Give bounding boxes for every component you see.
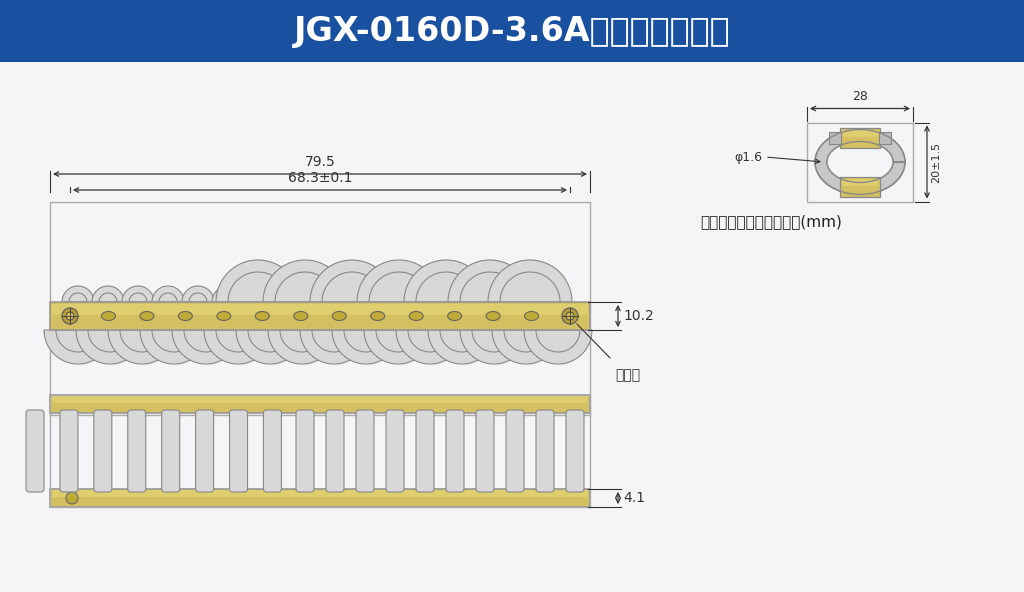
Polygon shape xyxy=(44,330,112,364)
Bar xyxy=(879,131,891,143)
Polygon shape xyxy=(364,330,432,364)
Text: 28: 28 xyxy=(852,91,868,104)
Polygon shape xyxy=(492,330,560,364)
FancyBboxPatch shape xyxy=(566,410,584,492)
Text: JGX-0160D-3.6A产品结构示意图: JGX-0160D-3.6A产品结构示意图 xyxy=(294,14,730,47)
Ellipse shape xyxy=(827,141,893,182)
Polygon shape xyxy=(76,330,144,364)
FancyBboxPatch shape xyxy=(229,410,248,492)
FancyBboxPatch shape xyxy=(296,410,314,492)
Ellipse shape xyxy=(294,311,308,320)
Polygon shape xyxy=(815,130,905,195)
Polygon shape xyxy=(310,260,394,302)
Polygon shape xyxy=(357,260,441,302)
Ellipse shape xyxy=(217,311,230,320)
FancyBboxPatch shape xyxy=(326,410,344,492)
Polygon shape xyxy=(122,286,154,302)
Ellipse shape xyxy=(255,311,269,320)
Bar xyxy=(52,304,588,314)
Bar xyxy=(50,395,590,507)
Text: 20±1.5: 20±1.5 xyxy=(931,141,941,182)
Circle shape xyxy=(562,308,578,324)
Text: 安装孔: 安装孔 xyxy=(615,368,640,382)
Polygon shape xyxy=(449,260,532,302)
FancyBboxPatch shape xyxy=(26,410,44,492)
Polygon shape xyxy=(236,330,304,364)
FancyBboxPatch shape xyxy=(356,410,374,492)
Polygon shape xyxy=(212,286,244,302)
Bar xyxy=(842,130,878,137)
Polygon shape xyxy=(182,286,214,302)
Polygon shape xyxy=(204,330,272,364)
FancyBboxPatch shape xyxy=(162,410,179,492)
Text: 10.2: 10.2 xyxy=(623,309,653,323)
Circle shape xyxy=(62,308,78,324)
Ellipse shape xyxy=(101,311,116,320)
Polygon shape xyxy=(300,330,368,364)
FancyBboxPatch shape xyxy=(416,410,434,492)
FancyBboxPatch shape xyxy=(476,410,494,492)
FancyBboxPatch shape xyxy=(94,410,112,492)
Ellipse shape xyxy=(524,311,539,320)
Text: 79.5: 79.5 xyxy=(304,155,336,169)
FancyBboxPatch shape xyxy=(506,410,524,492)
Ellipse shape xyxy=(178,311,193,320)
FancyBboxPatch shape xyxy=(386,410,404,492)
Bar xyxy=(52,490,588,497)
Polygon shape xyxy=(460,330,528,364)
Bar xyxy=(840,176,880,197)
Polygon shape xyxy=(62,286,94,302)
Polygon shape xyxy=(524,330,592,364)
Polygon shape xyxy=(108,330,176,364)
FancyBboxPatch shape xyxy=(263,410,282,492)
FancyBboxPatch shape xyxy=(60,410,78,492)
Polygon shape xyxy=(428,330,496,364)
Ellipse shape xyxy=(447,311,462,320)
FancyBboxPatch shape xyxy=(128,410,145,492)
Bar xyxy=(829,131,841,143)
Bar xyxy=(50,202,590,415)
Polygon shape xyxy=(396,330,464,364)
Ellipse shape xyxy=(410,311,423,320)
Ellipse shape xyxy=(486,311,500,320)
Text: φ1.6: φ1.6 xyxy=(734,150,762,163)
Ellipse shape xyxy=(140,311,154,320)
Bar xyxy=(840,127,880,147)
FancyBboxPatch shape xyxy=(196,410,214,492)
Bar xyxy=(0,0,1024,62)
Polygon shape xyxy=(332,330,400,364)
Circle shape xyxy=(566,312,574,320)
FancyBboxPatch shape xyxy=(536,410,554,492)
Text: 4.1: 4.1 xyxy=(623,491,645,505)
Bar xyxy=(807,123,913,201)
Bar xyxy=(50,395,590,413)
Polygon shape xyxy=(268,330,336,364)
Bar xyxy=(50,489,590,507)
Ellipse shape xyxy=(332,311,346,320)
Polygon shape xyxy=(172,330,240,364)
Text: 注：所有的尺寸均为毫米(mm): 注：所有的尺寸均为毫米(mm) xyxy=(700,214,842,230)
Circle shape xyxy=(66,492,78,504)
Text: 68.3±0.1: 68.3±0.1 xyxy=(288,171,352,185)
Circle shape xyxy=(66,312,74,320)
Bar xyxy=(50,302,590,330)
Polygon shape xyxy=(488,260,572,302)
Bar xyxy=(52,396,588,403)
Polygon shape xyxy=(92,286,124,302)
Polygon shape xyxy=(404,260,488,302)
Bar xyxy=(842,179,878,185)
Polygon shape xyxy=(263,260,347,302)
Polygon shape xyxy=(152,286,184,302)
Polygon shape xyxy=(216,260,300,302)
Ellipse shape xyxy=(371,311,385,320)
FancyBboxPatch shape xyxy=(446,410,464,492)
Polygon shape xyxy=(140,330,208,364)
